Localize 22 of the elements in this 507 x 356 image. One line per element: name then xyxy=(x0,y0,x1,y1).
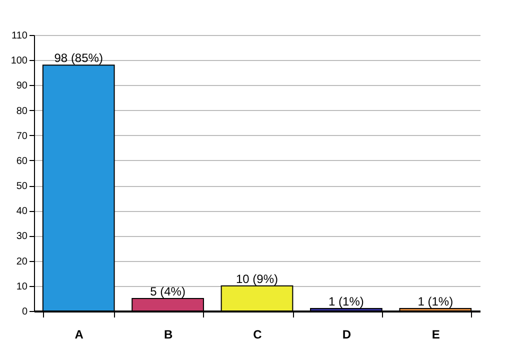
data-label: 98 (85%) xyxy=(54,51,103,66)
y-tick-label: 10 xyxy=(16,281,28,292)
y-tick-label: 70 xyxy=(16,130,28,142)
x-tick-label: C xyxy=(253,328,262,342)
data-label: 1 (1%) xyxy=(418,294,454,308)
y-tick-label: 30 xyxy=(16,231,28,242)
y-tick-label: 110 xyxy=(12,30,28,42)
data-label: 10 (9%) xyxy=(236,272,278,286)
y-tick-label: 40 xyxy=(16,206,28,218)
x-tick-label: E xyxy=(432,328,440,342)
x-tick-label: D xyxy=(342,328,352,342)
x-tick-label: B xyxy=(164,328,173,342)
data-label: 5 (4%) xyxy=(150,284,186,298)
x-tick-label: A xyxy=(74,328,84,342)
data-label: 1 (1%) xyxy=(328,294,364,308)
y-tick-label: 100 xyxy=(10,56,28,67)
y-tick-label: 50 xyxy=(16,181,28,192)
y-tick-label: 80 xyxy=(16,106,28,117)
y-tick-label: 0 xyxy=(22,306,28,318)
y-tick-label: 90 xyxy=(16,80,28,92)
y-tick-label: 20 xyxy=(16,256,28,268)
y-tick-label: 60 xyxy=(16,156,28,167)
